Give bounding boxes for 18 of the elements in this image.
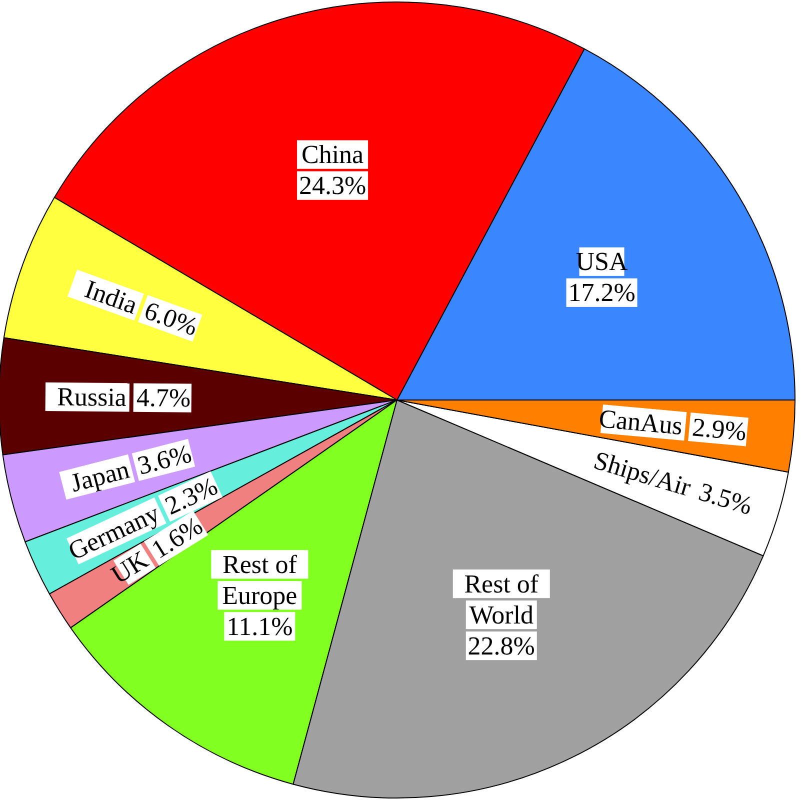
data-label: 11.1%: [226, 612, 293, 641]
slice-label: CanAus: [598, 404, 684, 441]
slice-label: China: [301, 140, 364, 170]
slice-label: Rest of World: [464, 569, 539, 630]
slice-label: Ships/Air: [590, 446, 695, 502]
data-label: 24.3%: [298, 171, 366, 200]
slice-label: Russia: [56, 382, 128, 412]
data-label: 4.7%: [136, 383, 191, 413]
data-label: 3.5%: [696, 477, 756, 521]
slice-label: Japan: [68, 454, 132, 498]
data-label: 3.6%: [134, 438, 194, 480]
slice-label: Rest of Europe: [222, 550, 298, 610]
data-label: 22.8%: [468, 631, 535, 660]
data-label: 17.2%: [568, 278, 636, 308]
data-label: 6.0%: [140, 296, 202, 342]
data-label: 2.3%: [160, 471, 222, 521]
slice-label: India: [81, 274, 142, 320]
data-label: 2.9%: [691, 412, 748, 446]
